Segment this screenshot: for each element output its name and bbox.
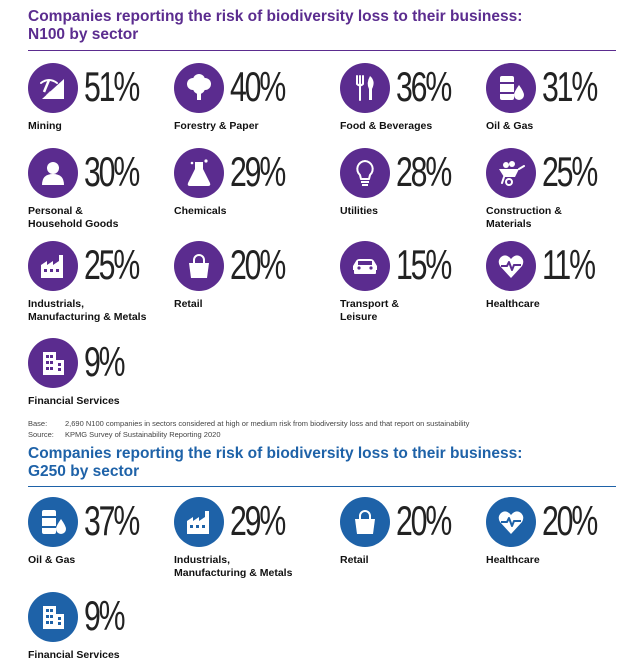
n100-percentage-value: 9% — [84, 338, 126, 385]
g250-sector-label: Oil & Gas — [28, 554, 178, 567]
n100-sector-label: Healthcare — [486, 298, 632, 311]
n100-sector-label: Utilities — [340, 205, 490, 218]
n100-percentage-value: 29% — [230, 148, 286, 195]
car-icon — [340, 241, 390, 291]
factory-icon — [174, 497, 224, 547]
g250-title-line2: G250 by sector — [28, 463, 140, 480]
tree-icon — [174, 63, 224, 113]
n100-title-line2: N100 by sector — [28, 26, 139, 43]
n100-percentage-value: 20% — [230, 241, 286, 288]
n100-sector-label: Forestry & Paper — [174, 120, 324, 133]
flask-icon — [174, 148, 224, 198]
n100-percentage-value: 28% — [396, 148, 452, 195]
n100-sector-label-line: Household Goods — [28, 218, 119, 230]
g250-title-divider — [28, 486, 616, 487]
cutlery-icon — [340, 63, 390, 113]
g250-sector-label-line: Retail — [340, 554, 369, 566]
base-footnote: Base: 2,690 N100 companies in sectors con… — [28, 419, 469, 429]
base-label: Base: — [28, 419, 48, 428]
n100-sector-label: Mining — [28, 120, 178, 133]
n100-sector-label-line: Manufacturing & Metals — [28, 311, 147, 323]
n100-title-line1: Companies reporting the risk of biodiver… — [28, 8, 523, 25]
n100-sector-label: Construction & Materials — [486, 205, 632, 231]
n100-sector-label-line: Materials — [486, 218, 532, 230]
heart-pulse-icon — [486, 241, 536, 291]
g250-sector-label: Healthcare — [486, 554, 632, 567]
wheelbarrow-icon — [486, 148, 536, 198]
g250-sector-label-line: Manufacturing & Metals — [174, 567, 293, 579]
n100-percentage-value: 25% — [542, 148, 598, 195]
shopping-bag-icon — [174, 241, 224, 291]
n100-sector-label: Transport & Leisure — [340, 298, 490, 324]
factory-icon — [28, 241, 78, 291]
n100-sector-label: Chemicals — [174, 205, 324, 218]
base-text: 2,690 N100 companies in sectors consider… — [65, 419, 470, 428]
source-label: Source: — [28, 430, 54, 439]
mining-icon — [28, 63, 78, 113]
n100-percentage-value: 11% — [542, 241, 596, 288]
source-footnote: Source: KPMG Survey of Sustainability Rep… — [28, 430, 221, 440]
n100-sector-label: Financial Services — [28, 395, 178, 408]
heart-pulse-icon — [486, 497, 536, 547]
n100-percentage-value: 31% — [542, 63, 598, 110]
n100-section-title: Companies reporting the risk of biodiver… — [28, 8, 522, 44]
g250-title-line1: Companies reporting the risk of biodiver… — [28, 445, 523, 462]
n100-percentage-value: 15% — [396, 241, 452, 288]
n100-sector-label-line: Mining — [28, 120, 62, 132]
g250-percentage-value: 9% — [84, 592, 126, 639]
office-building-icon — [28, 338, 78, 388]
g250-section-title: Companies reporting the risk of biodiver… — [28, 445, 522, 481]
n100-sector-label: Retail — [174, 298, 324, 311]
g250-percentage-value: 20% — [542, 497, 598, 544]
n100-percentage-value: 40% — [230, 63, 286, 110]
g250-sector-label-line: Industrials, — [174, 554, 231, 566]
n100-sector-label-line: Transport & — [340, 298, 399, 310]
g250-sector-label-line: Oil & Gas — [28, 554, 76, 566]
n100-sector-label: Personal & Household Goods — [28, 205, 178, 231]
n100-sector-label-line: Food & Beverages — [340, 120, 433, 132]
n100-sector-label-line: Utilities — [340, 205, 378, 217]
oil-barrel-icon — [28, 497, 78, 547]
g250-sector-label-line: Financial Services — [28, 649, 120, 661]
n100-sector-label-line: Chemicals — [174, 205, 227, 217]
n100-title-divider — [28, 50, 616, 51]
lightbulb-icon — [340, 148, 390, 198]
person-icon — [28, 148, 78, 198]
n100-sector-label-line: Retail — [174, 298, 203, 310]
g250-percentage-value: 20% — [396, 497, 452, 544]
source-text: KPMG Survey of Sustainability Reporting … — [65, 430, 221, 439]
n100-sector-label-line: Construction & — [486, 205, 562, 217]
n100-percentage-value: 51% — [84, 63, 140, 110]
n100-percentage-value: 25% — [84, 241, 140, 288]
n100-sector-label-line: Oil & Gas — [486, 120, 534, 132]
n100-sector-label: Oil & Gas — [486, 120, 632, 133]
g250-percentage-value: 29% — [230, 497, 286, 544]
n100-sector-label-line: Healthcare — [486, 298, 540, 310]
g250-sector-label: Industrials, Manufacturing & Metals — [174, 554, 324, 580]
n100-sector-label-line: Leisure — [340, 311, 378, 323]
n100-percentage-value: 36% — [396, 63, 452, 110]
g250-sector-label: Financial Services — [28, 649, 178, 662]
g250-sector-label: Retail — [340, 554, 490, 567]
n100-sector-label: Industrials, Manufacturing & Metals — [28, 298, 178, 324]
shopping-bag-icon — [340, 497, 390, 547]
n100-sector-label-line: Personal & — [28, 205, 83, 217]
n100-sector-label-line: Financial Services — [28, 395, 120, 407]
n100-sector-label-line: Industrials, — [28, 298, 85, 310]
g250-percentage-value: 37% — [84, 497, 140, 544]
g250-sector-label-line: Healthcare — [486, 554, 540, 566]
office-building-icon — [28, 592, 78, 642]
n100-sector-label: Food & Beverages — [340, 120, 490, 133]
n100-sector-label-line: Forestry & Paper — [174, 120, 259, 132]
oil-barrel-icon — [486, 63, 536, 113]
n100-percentage-value: 30% — [84, 148, 140, 195]
